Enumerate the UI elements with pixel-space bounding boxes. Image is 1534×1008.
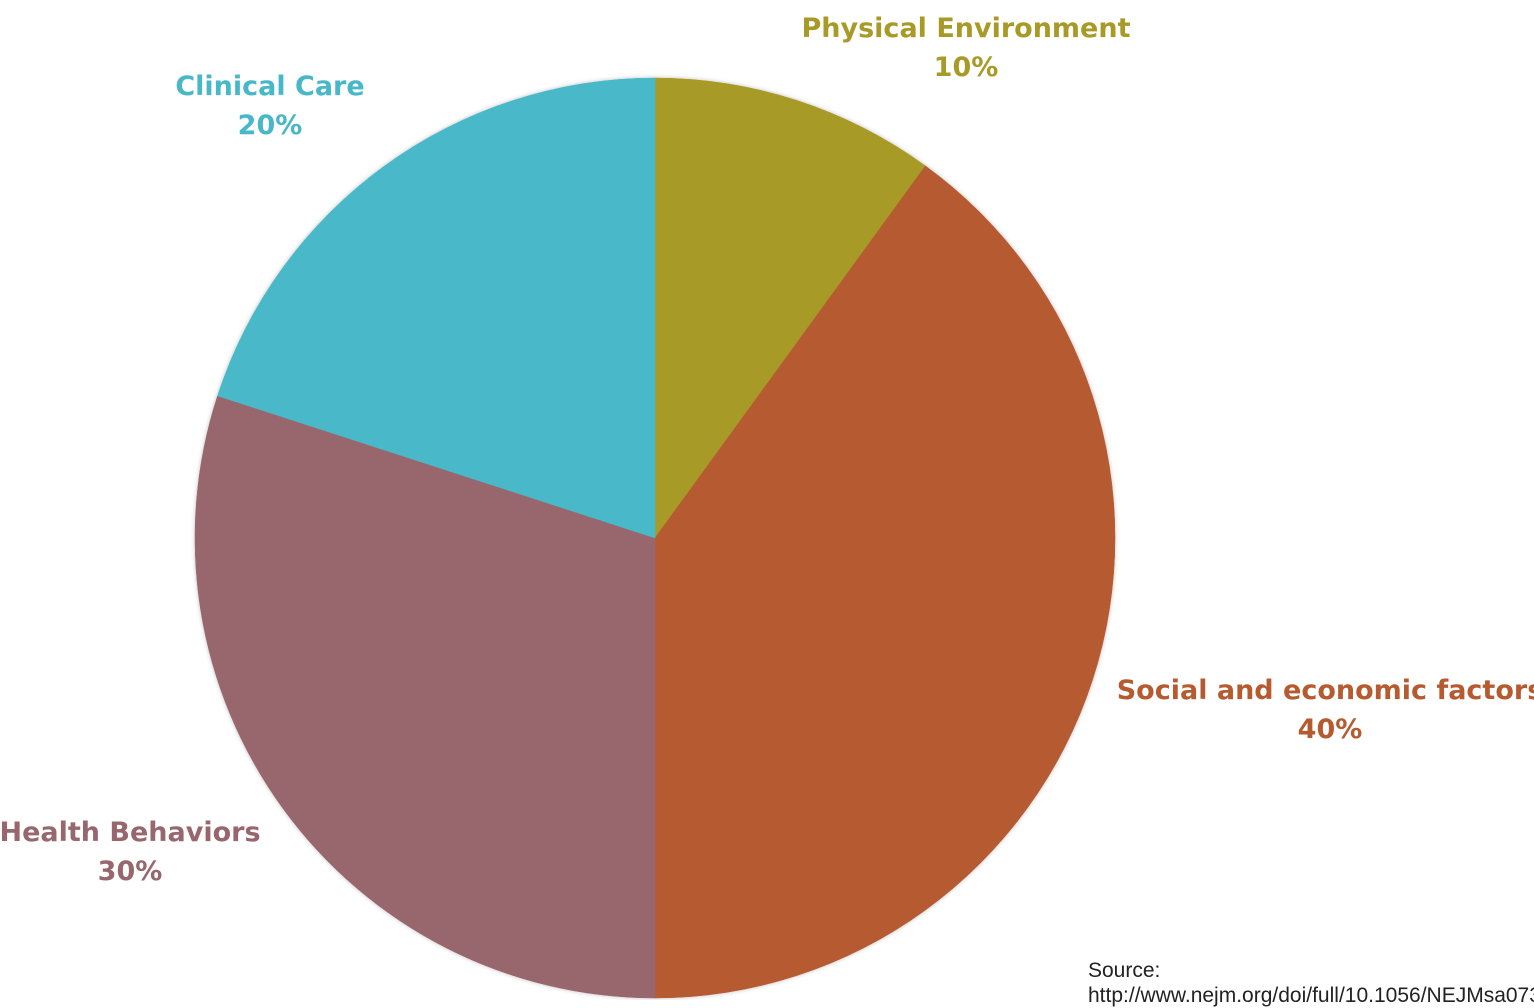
slice-label-physical-environment: Physical Environment 10% bbox=[802, 13, 1131, 83]
pie-slice-social-and-economic-factors bbox=[654, 165, 1116, 999]
slice-category-label: Clinical Care bbox=[175, 71, 364, 102]
slice-category-label: Physical Environment bbox=[802, 13, 1131, 44]
source-label: Source: bbox=[1088, 959, 1161, 982]
pie-slice-clinical-care bbox=[217, 77, 656, 539]
slice-label-clinical-care: Clinical Care 20% bbox=[175, 71, 364, 141]
slice-value-label: 40% bbox=[1298, 714, 1363, 745]
source-note: Source: http://www.nejm.org/doi/full/10.… bbox=[1088, 958, 1534, 1008]
slice-value-label: 20% bbox=[238, 110, 303, 141]
slice-label-health-behaviors: Health Behaviors 30% bbox=[0, 817, 261, 887]
slice-category-label: Social and economic factors bbox=[1117, 675, 1534, 706]
slice-label-social-and-economic-factors: Social and economic factors 40% bbox=[1117, 675, 1534, 745]
source-url: http://www.nejm.org/doi/full/10.1056/NEJ… bbox=[1088, 984, 1534, 1007]
pie-slices bbox=[194, 77, 1116, 999]
pie-labels: Physical Environment 10% Social and econom… bbox=[0, 13, 1534, 887]
slice-category-label: Health Behaviors bbox=[0, 817, 261, 848]
pie-slice-health-behaviors bbox=[194, 395, 656, 999]
slice-value-label: 30% bbox=[98, 856, 163, 887]
pie-slice-physical-environment bbox=[654, 77, 926, 539]
slice-value-label: 10% bbox=[934, 52, 999, 83]
